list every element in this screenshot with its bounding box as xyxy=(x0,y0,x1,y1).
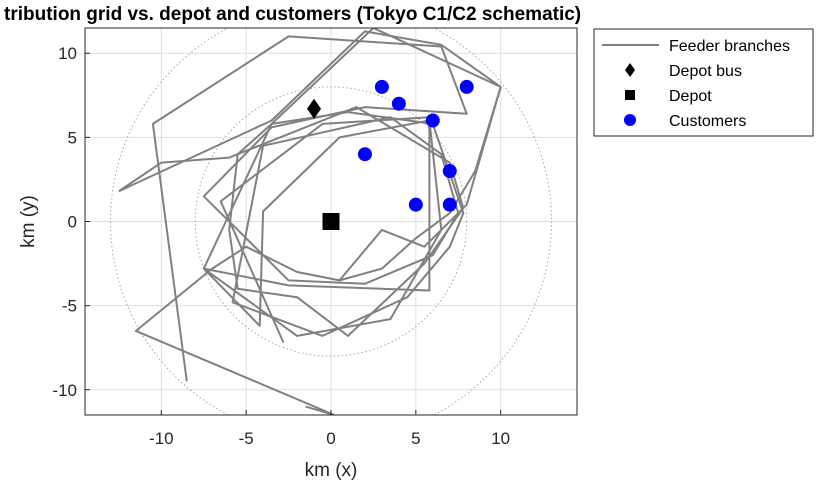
reference-circle xyxy=(194,86,468,357)
x-axis-label: km (x) xyxy=(305,460,358,481)
customer-point xyxy=(357,147,372,162)
customer-point xyxy=(408,197,423,212)
x-tick-label: -10 xyxy=(149,429,174,448)
reference-circle xyxy=(110,28,552,415)
legend-diamond-swatch xyxy=(625,63,635,77)
x-tick-label: 0 xyxy=(326,429,335,448)
x-tick-label: 5 xyxy=(411,429,420,448)
y-tick-label: -5 xyxy=(62,297,77,316)
feeder-branch-lines xyxy=(118,28,502,415)
y-tick-label: 0 xyxy=(68,213,77,232)
legend-marker xyxy=(624,114,636,126)
legend-label: Feeder branches xyxy=(669,38,790,55)
legend-circle-swatch xyxy=(624,114,636,126)
legend-marker xyxy=(625,63,635,77)
chart-title: tribution grid vs. depot and customers (… xyxy=(4,4,581,25)
customer-point xyxy=(374,79,389,94)
customer-point xyxy=(425,113,440,128)
depot-bus-point xyxy=(307,98,322,119)
feeder-branch-line xyxy=(118,30,502,415)
feeder-branch-line xyxy=(118,28,502,337)
customer-point xyxy=(459,79,474,94)
customer-point xyxy=(391,96,406,111)
depot-point xyxy=(322,213,340,230)
legend-label: Depot xyxy=(669,88,712,105)
y-tick-label: -10 xyxy=(52,381,77,400)
customer-point xyxy=(442,164,457,179)
legend-square-swatch xyxy=(625,90,635,100)
y-tick-label: 10 xyxy=(58,44,77,63)
legend: Feeder branches Depot bus Depot Customers xyxy=(593,28,814,137)
x-tick-label: -5 xyxy=(239,429,254,448)
marker-points xyxy=(307,79,474,230)
legend-marker xyxy=(625,90,635,100)
legend-label: Depot bus xyxy=(669,63,742,80)
legend-label: Customers xyxy=(669,113,746,130)
axis-ticks: -10 -5 0 5 10 -10 -5 0 5 10 xyxy=(52,44,510,448)
reference-circles xyxy=(110,28,552,415)
customer-point xyxy=(442,197,457,212)
y-axis-label: km (y) xyxy=(18,195,39,248)
y-tick-label: 5 xyxy=(68,128,77,147)
x-tick-label: 10 xyxy=(491,429,510,448)
